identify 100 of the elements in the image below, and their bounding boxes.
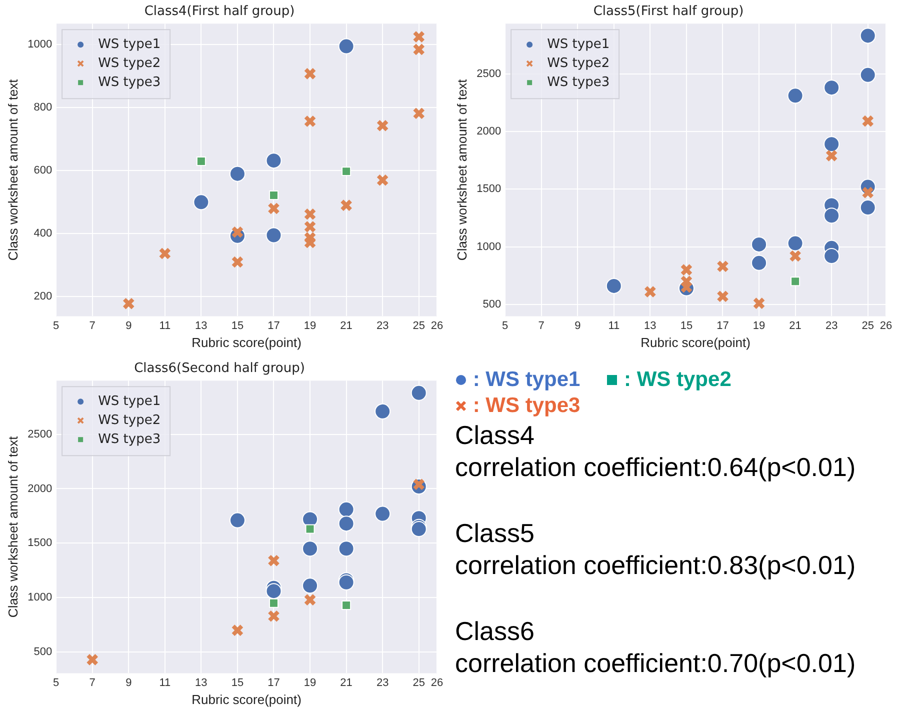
x-axis-title: Rubric score(point)	[640, 334, 750, 350]
x-tick-label: 23	[376, 320, 389, 332]
point	[716, 260, 729, 273]
point	[824, 208, 840, 224]
x-tick-label: 17	[716, 320, 729, 332]
legend-label: WS type2	[547, 56, 610, 71]
x-tick-label: 13	[644, 320, 656, 332]
y-tick-label: 800	[34, 102, 52, 114]
chart-title: Class6(Second half group)	[134, 361, 305, 376]
x-tick-label: 5	[53, 676, 60, 689]
point	[196, 156, 206, 166]
x-tick-label: 15	[680, 320, 693, 332]
x-tick-label: 25	[412, 676, 425, 689]
point	[824, 248, 840, 264]
y-tick-label: 500	[34, 646, 52, 658]
point	[338, 501, 354, 518]
y-tick-label: 1500	[476, 183, 502, 196]
x-tick-label: 26	[430, 676, 444, 689]
x-tick-label: 15	[231, 320, 244, 332]
legend-label: : WS type3	[472, 394, 580, 417]
text: correlation coefficient:0.64(p<0.01)	[455, 451, 857, 483]
point	[304, 594, 316, 606]
point	[302, 540, 318, 557]
legend-label: WS type1	[547, 36, 610, 52]
chart-title: Class4(First half group)	[144, 4, 295, 20]
x-tick-label: 5	[53, 320, 60, 332]
y-axis-title: Class worksheet amount of text	[5, 436, 20, 618]
point	[824, 136, 840, 152]
point	[304, 67, 316, 80]
y-tick-label: 2000	[28, 482, 52, 495]
y-tick-label: 500	[482, 298, 502, 310]
x-tick-label: 26	[880, 320, 892, 332]
point	[790, 276, 800, 286]
point	[268, 202, 280, 215]
text: Class5	[455, 517, 536, 549]
y-tick-label: 1000	[476, 240, 502, 253]
x-tick-label: 9	[574, 320, 581, 332]
legend-label: WS type3	[547, 74, 610, 90]
x-tick-label: 9	[126, 676, 132, 689]
x-tick-label: 13	[195, 320, 208, 332]
point	[231, 624, 244, 637]
point	[229, 512, 246, 528]
x-tick-label: 7	[89, 320, 96, 332]
legend-label: WS type2	[98, 412, 161, 428]
legend-label: WS type1	[98, 36, 161, 52]
point	[860, 200, 876, 216]
point	[304, 114, 316, 128]
point	[860, 66, 876, 83]
x-tick-label: 26	[430, 320, 444, 332]
point	[302, 578, 318, 594]
point	[374, 506, 391, 522]
x-tick-label: 25	[412, 320, 425, 332]
point	[751, 254, 768, 271]
y-tick-label: 2000	[476, 125, 502, 138]
point	[342, 166, 352, 176]
point	[266, 152, 282, 169]
x-tick-label: 19	[304, 320, 316, 332]
point	[376, 119, 389, 132]
x-tick-label: 19	[752, 320, 766, 332]
legend-label: : WS type2	[623, 368, 732, 391]
y-tick-label: 400	[34, 228, 52, 240]
x-tick-label: 23	[825, 320, 838, 332]
point	[269, 598, 278, 608]
point	[606, 278, 622, 294]
x-tick-label: 15	[231, 676, 244, 689]
x-tick-label: 25	[862, 320, 874, 332]
point	[338, 540, 354, 557]
point	[122, 297, 135, 310]
x-tick-label: 11	[159, 320, 171, 332]
point	[410, 384, 427, 401]
point	[860, 28, 876, 44]
x-tick-label: 21	[340, 676, 352, 689]
point	[412, 478, 426, 491]
x-tick-label: 9	[126, 320, 132, 332]
point	[266, 227, 282, 244]
x-tick-label: 5	[502, 320, 508, 332]
point	[787, 235, 804, 252]
point	[305, 524, 315, 534]
point	[716, 290, 729, 303]
point	[268, 554, 280, 567]
x-tick-label: 7	[538, 320, 544, 332]
point	[193, 194, 210, 210]
text: Class6	[455, 615, 536, 647]
x-tick-label: 21	[340, 320, 352, 332]
y-tick-label: 1000	[28, 38, 52, 51]
x-tick-label: 17	[268, 320, 280, 332]
x-tick-label: 11	[159, 676, 171, 689]
x-tick-label: 23	[376, 676, 389, 689]
point	[158, 247, 172, 260]
point	[268, 610, 280, 622]
point	[266, 583, 282, 600]
point	[789, 250, 802, 262]
y-tick-label: 1500	[28, 537, 52, 550]
point	[862, 186, 874, 199]
text: correlation coefficient:0.83(p<0.01)	[455, 549, 857, 581]
point	[412, 107, 426, 120]
point	[644, 286, 656, 298]
point	[269, 190, 278, 200]
point	[376, 174, 389, 186]
x-axis-title: Rubric score(point)	[192, 692, 302, 707]
